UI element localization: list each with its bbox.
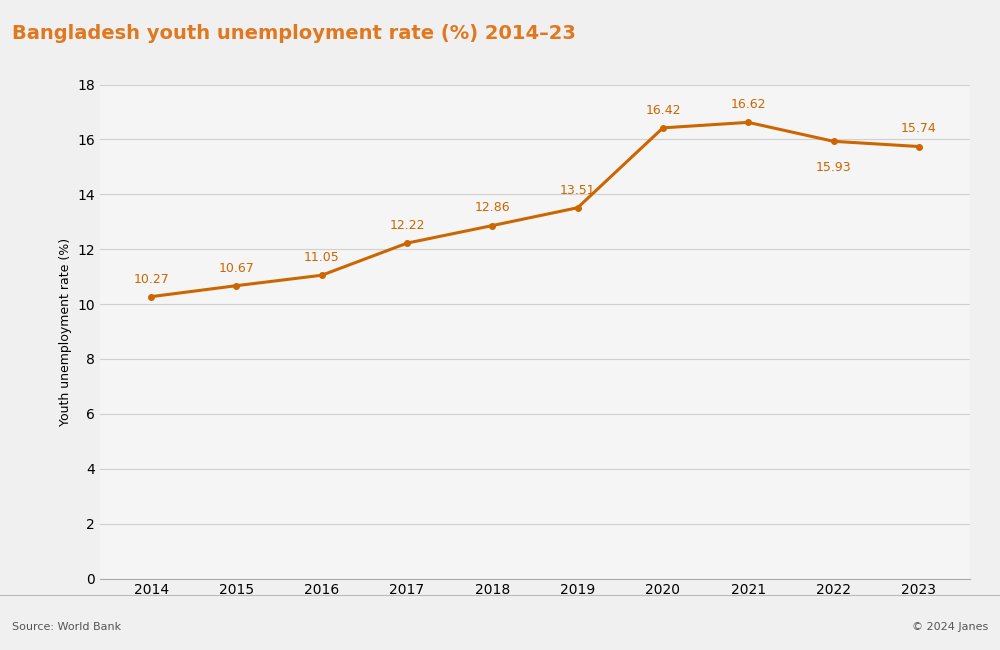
Text: © 2024 Janes: © 2024 Janes [912,622,988,632]
Text: 10.67: 10.67 [219,261,254,274]
Text: 15.93: 15.93 [816,161,851,174]
Text: 16.62: 16.62 [730,98,766,111]
Text: 10.27: 10.27 [133,272,169,285]
Text: 15.74: 15.74 [901,122,937,135]
Text: 13.51: 13.51 [560,183,595,196]
Text: Bangladesh youth unemployment rate (%) 2014–23: Bangladesh youth unemployment rate (%) 2… [12,25,576,44]
Text: 16.42: 16.42 [645,104,681,117]
Y-axis label: Youth unemployment rate (%): Youth unemployment rate (%) [59,237,72,426]
Text: 11.05: 11.05 [304,251,340,264]
Text: 12.22: 12.22 [389,219,425,232]
Text: Source: World Bank: Source: World Bank [12,622,121,632]
Text: 12.86: 12.86 [475,202,510,214]
